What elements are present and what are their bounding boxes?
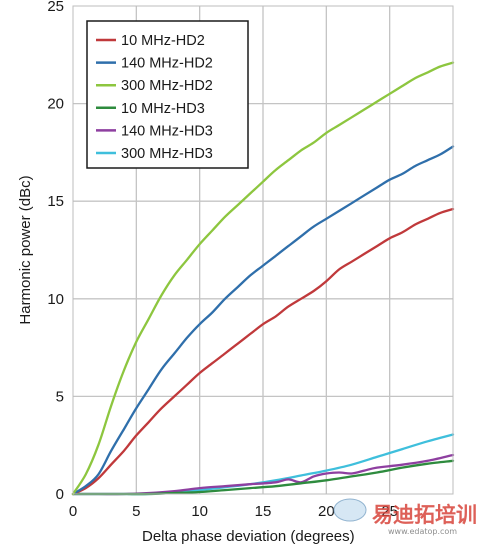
watermark-emblem (333, 498, 367, 522)
y-tick-label: 20 (47, 96, 64, 113)
legend-box (86, 20, 249, 169)
y-axis-title: Harmonic power (dBc) (17, 175, 34, 324)
y-tick-label: 0 (56, 486, 64, 503)
x-tick-label: 15 (255, 503, 272, 520)
legend-label: 140 MHz-HD3 (121, 123, 213, 139)
x-tick-label: 10 (191, 503, 208, 520)
y-tick-label: 25 (47, 0, 64, 15)
legend-label: 300 MHz-HD3 (121, 146, 213, 162)
watermark-brand: 易迪拓培训 (372, 503, 477, 527)
legend-label: 10 MHz-HD3 (121, 101, 205, 117)
x-tick-label: 5 (132, 503, 140, 520)
legend-items: 10 MHz-HD2 140 MHz-HD2 300 MHz-HD2 10 MHz-H… (96, 33, 213, 162)
legend-label: 10 MHz-HD2 (121, 33, 205, 49)
legend: 10 MHz-HD2 140 MHz-HD2 300 MHz-HD2 10 MHz-H… (86, 20, 249, 169)
legend-label: 140 MHz-HD2 (121, 56, 213, 72)
x-tick-label: 20 (318, 503, 335, 520)
series-lines (71, 61, 455, 496)
watermark-logo: 易迪拓培训 www.edatop.com (333, 498, 477, 536)
x-tick-label: 25 (381, 503, 398, 520)
y-tick-label: 10 (47, 291, 64, 308)
tick-labels: 0 5 10 15 20 25 0 5 10 15 20 25 (47, 0, 398, 520)
x-axis-title: Delta phase deviation (degrees) (142, 528, 355, 545)
x-tick-label: 0 (69, 503, 77, 520)
watermark-url: www.edatop.com (388, 527, 457, 536)
series-line-300-mhz-hd2 (71, 61, 455, 496)
plot-frame (72, 5, 454, 495)
legend-label: 300 MHz-HD2 (121, 78, 213, 94)
series-line-140-mhz-hd2 (71, 145, 455, 496)
y-tick-label: 5 (56, 388, 64, 405)
series-line-10-mhz-hd2 (71, 207, 455, 496)
y-tick-label: 15 (47, 193, 64, 210)
